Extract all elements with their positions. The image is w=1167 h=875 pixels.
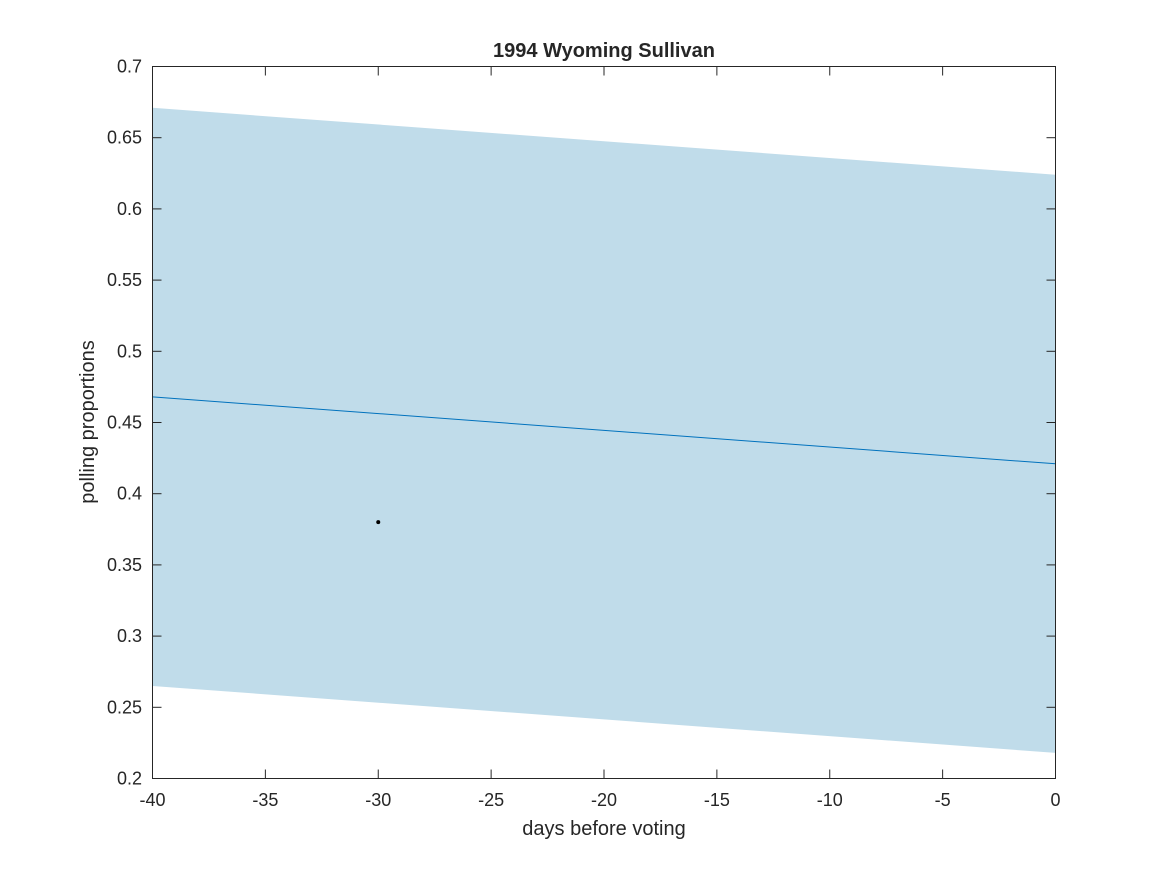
y-axis-label: polling proportions <box>77 340 99 503</box>
y-tick-label: 0.65 <box>107 128 142 148</box>
plot-area <box>152 107 1056 753</box>
x-tick-label: -5 <box>935 790 951 810</box>
x-tick-label: -40 <box>139 790 165 810</box>
x-axis: -40 -35 -30 -25 -20 -15 -10 -5 0 <box>139 66 1061 810</box>
y-tick-label: 0.7 <box>117 57 142 77</box>
y-tick-label: 0.2 <box>117 769 142 789</box>
x-axis-label: days before voting <box>522 818 685 840</box>
y-tick-label: 0.5 <box>117 341 142 361</box>
x-tick-label: 0 <box>1050 790 1060 810</box>
x-tick-label: -10 <box>817 790 843 810</box>
x-tick-label: -20 <box>591 790 617 810</box>
y-tick-label: 0.6 <box>117 199 142 219</box>
x-tick-label: -15 <box>704 790 730 810</box>
y-tick-label: 0.45 <box>107 413 142 433</box>
x-tick-label: -30 <box>365 790 391 810</box>
y-tick-label: 0.3 <box>117 626 142 646</box>
y-tick-label: 0.4 <box>117 484 142 504</box>
data-points <box>376 520 381 525</box>
data-point <box>376 520 381 525</box>
y-tick-label: 0.35 <box>107 555 142 575</box>
y-tick-label: 0.25 <box>107 697 142 717</box>
y-axis: 0.2 0.25 0.3 0.35 0.4 0.45 0.5 0.55 0.6 0.65 0.7 <box>107 57 1056 789</box>
y-tick-label: 0.55 <box>107 270 142 290</box>
chart-title: 1994 Wyoming Sullivan <box>493 40 715 62</box>
trend-line <box>152 396 1056 465</box>
x-tick-label: -25 <box>478 790 504 810</box>
x-tick-label: -35 <box>252 790 278 810</box>
